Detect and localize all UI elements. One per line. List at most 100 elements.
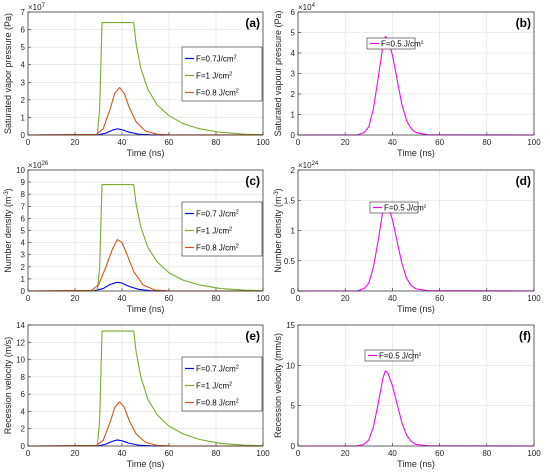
chart-panel-d: 0 20 40 60 80 100 0 0.5 1 1.5 2×1024 Time (ns) Numbe… — [273, 161, 541, 314]
x-tick-label: 60 — [435, 294, 444, 303]
chart-panel-e: 0 20 40 60 80 100 0 2 4 6 8 10 12 14 Time (ns) Recessio… — [3, 321, 270, 469]
y-axis-exponent: ×107 — [28, 3, 46, 12]
legend-label: F=1 J/cm2 — [196, 382, 232, 391]
y-axis-label: Saturated vapor pressure (Pa) — [3, 13, 13, 134]
series-line-1 — [28, 183, 264, 292]
x-tick-label: 100 — [527, 449, 541, 458]
chart-panel-a: 0 20 40 60 80 100 0 1 2 3 4 5 6 7×107 Time (ns) Saturat… — [3, 3, 270, 158]
y-tick-label: 4 — [21, 407, 26, 416]
y-tick-label: 7 — [21, 202, 26, 211]
y-tick-label: 1 — [291, 111, 296, 120]
x-tick-label: 40 — [118, 294, 127, 303]
x-tick-label: 60 — [435, 138, 444, 147]
chart-panel-c: 0 20 40 60 80 100 0 1 2 3 4 5 6 7 8 9 10×1026 Time (ns) Nu… — [3, 161, 270, 314]
series-line-2 — [27, 401, 264, 447]
x-tick-label: 20 — [71, 449, 80, 458]
y-tick-label: 2 — [21, 425, 26, 434]
x-tick-label: 0 — [26, 294, 31, 303]
axes-box — [297, 324, 535, 447]
legend-label: F=0.5 J/cm2 — [384, 204, 427, 213]
y-tick-label: 10 — [16, 356, 25, 365]
legend-box — [369, 201, 419, 214]
y-tick-label: 2 — [291, 90, 296, 99]
y-axis-exponent: ×1026 — [28, 161, 49, 170]
y-tick-label: 9 — [21, 178, 26, 187]
legend-label: F=0.8 J/cm2 — [196, 89, 239, 98]
legend-box — [366, 37, 416, 50]
y-tick-label: 12 — [16, 338, 25, 347]
y-tick-label: 0 — [291, 287, 296, 296]
x-tick-label: 80 — [482, 449, 491, 458]
legend-label: F=0.7 J/cm2 — [196, 210, 239, 219]
legend-label: F=0.7J/cm2 — [196, 55, 237, 64]
legend-box — [181, 201, 263, 257]
x-tick-label: 20 — [341, 449, 350, 458]
y-tick-label: 0 — [291, 131, 296, 140]
x-tick-label: 60 — [165, 294, 174, 303]
legend-box — [364, 349, 414, 362]
legend-label: F=0.7 J/cm2 — [196, 365, 239, 374]
x-tick-label: 0 — [296, 449, 301, 458]
y-axis-exponent: ×1024 — [298, 161, 319, 170]
legend-box — [181, 46, 263, 102]
y-tick-label: 6 — [21, 390, 26, 399]
x-tick-label: 80 — [212, 294, 221, 303]
y-axis-label: Recession velocity (m/s) — [3, 337, 13, 435]
y-axis-exponent: ×104 — [298, 3, 316, 12]
x-tick-label: 20 — [341, 294, 350, 303]
y-tick-label: 10 — [286, 361, 295, 370]
y-tick-label: 5 — [21, 43, 26, 52]
y-tick-label: 2 — [21, 263, 26, 272]
x-axis-label: Time (ns) — [127, 148, 165, 158]
legend-label: F=0.5 J/cm2 — [379, 352, 422, 361]
x-tick-label: 80 — [212, 449, 221, 458]
panel-label: (e) — [245, 329, 260, 343]
y-tick-label: 5 — [21, 227, 26, 236]
series-line-2 — [27, 87, 264, 136]
y-tick-label: 1.5 — [284, 196, 296, 205]
x-tick-label: 100 — [527, 294, 541, 303]
y-tick-label: 8 — [21, 190, 26, 199]
y-tick-label: 1 — [21, 275, 26, 284]
y-tick-label: 7 — [21, 8, 26, 17]
legend-label: F=1 J/cm2 — [196, 72, 232, 81]
y-tick-label: 0 — [21, 442, 26, 451]
chart-panel-b: 0 20 40 60 80 100 0 1 2 3 4 5 6×104 Time (ns) Saturate… — [273, 3, 541, 158]
y-tick-label: 6 — [21, 214, 26, 223]
legend: F=0.7 J/cm2 F=1 J/cm2 F=0.8 J/cm2 — [181, 356, 263, 412]
x-tick-label: 40 — [388, 294, 397, 303]
x-tick-label: 80 — [482, 294, 491, 303]
series-line-2 — [27, 239, 264, 292]
x-tick-label: 0 — [296, 138, 301, 147]
y-tick-label: 10 — [16, 166, 25, 175]
y-tick-label: 5 — [291, 29, 296, 38]
x-tick-label: 20 — [71, 294, 80, 303]
legend: F=0.5 J/cm2 — [369, 201, 427, 214]
chart-panel-f: 0 20 40 60 80 100 0 5 10 15 Time (ns) Recession vel… — [273, 321, 541, 469]
y-tick-label: 0 — [21, 287, 26, 296]
x-tick-label: 100 — [256, 138, 270, 147]
x-tick-label: 80 — [212, 138, 221, 147]
x-axis-label: Time (ns) — [397, 459, 435, 469]
legend-label: F=0.8 J/cm2 — [196, 244, 239, 253]
x-tick-label: 40 — [388, 449, 397, 458]
y-tick-label: 2 — [291, 166, 296, 175]
y-tick-label: 4 — [21, 239, 26, 248]
x-tick-label: 40 — [118, 138, 127, 147]
panel-label: (d) — [516, 174, 531, 188]
x-tick-label: 80 — [482, 138, 491, 147]
legend: F=0.5 J/cm2 — [364, 349, 422, 362]
y-tick-label: 3 — [291, 70, 296, 79]
legend: F=0.5 J/cm2 — [366, 37, 424, 50]
panel-label: (a) — [245, 16, 260, 30]
x-tick-label: 100 — [256, 294, 270, 303]
panel-label: (c) — [245, 174, 260, 188]
x-axis-label: Time (ns) — [397, 304, 435, 314]
y-axis-label: Recession velocity (mm/s) — [273, 333, 283, 438]
legend-label: F=0.8 J/cm2 — [196, 399, 239, 408]
series-line-1 — [28, 330, 264, 447]
panel-label: (f) — [519, 329, 531, 343]
y-tick-label: 6 — [291, 8, 296, 17]
y-axis-label: Number density (m-3) — [273, 188, 283, 272]
x-axis-label: Time (ns) — [127, 459, 165, 469]
